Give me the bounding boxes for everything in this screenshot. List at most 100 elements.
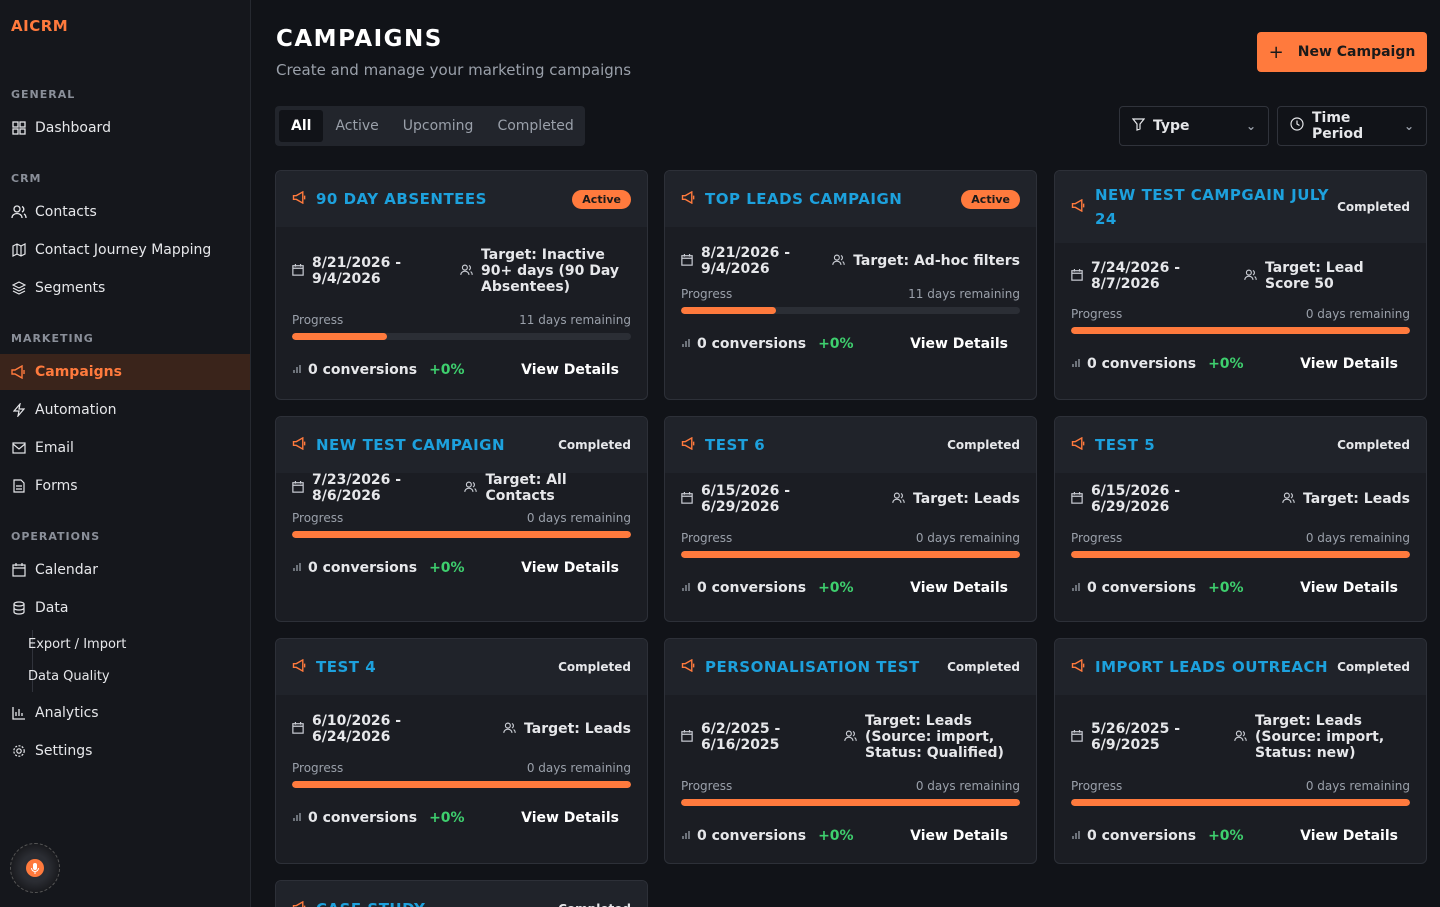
type-filter-label: Type — [1153, 118, 1190, 134]
date-range: 8/21/2026 -9/4/2026 — [292, 255, 401, 287]
campaign-title[interactable]: 90 DAY ABSENTEES — [316, 190, 487, 208]
progress-fill — [292, 333, 387, 340]
campaign-title[interactable]: NEW TEST CAMPAIGN — [316, 436, 506, 454]
brand-logo[interactable]: AICRM — [11, 17, 69, 35]
target-audience: Target: Ad-hoc filters — [832, 253, 1020, 269]
date-range: 6/2/2025 -6/16/2025 — [681, 721, 780, 753]
sidebar-item-journey[interactable]: Contact Journey Mapping — [0, 232, 250, 268]
voice-assistant-button[interactable] — [10, 843, 60, 893]
sidebar-item-data[interactable]: Data — [0, 590, 250, 626]
megaphone-icon — [292, 658, 308, 676]
progress-row: Progress 0 days remaining — [1055, 307, 1426, 321]
sidebar-item-settings[interactable]: Settings — [0, 733, 250, 769]
sidebar-item-segments[interactable]: Segments — [0, 270, 250, 306]
campaign-title[interactable]: NEW TEST CAMPGAIN JULY 24 — [1095, 186, 1329, 228]
microphone-icon — [26, 859, 44, 877]
days-remaining: 0 days remaining — [915, 531, 1020, 545]
card-footer: 0 conversions +0% View Details — [276, 810, 647, 826]
database-icon — [11, 600, 27, 616]
progress-label: Progress — [681, 287, 733, 301]
sidebar-item-forms[interactable]: Forms — [0, 468, 250, 504]
tab-active[interactable]: Active — [335, 118, 379, 134]
megaphone-icon — [1071, 436, 1087, 454]
campaign-title[interactable]: TEST 4 — [316, 658, 377, 676]
view-details-link[interactable]: View Details — [521, 362, 619, 378]
bar-chart-icon — [1071, 358, 1081, 371]
view-details-link[interactable]: View Details — [1300, 356, 1398, 372]
megaphone-icon — [681, 658, 697, 676]
time-period-dropdown[interactable]: Time Period ⌄ — [1277, 106, 1427, 146]
target-text: Target: Ad-hoc filters — [853, 253, 1020, 269]
sidebar-item-label: Campaigns — [35, 364, 122, 380]
sidebar-item-analytics[interactable]: Analytics — [0, 695, 250, 731]
date-range: 7/23/2026 - 8/6/2026 — [292, 472, 464, 504]
tab-completed[interactable]: Completed — [497, 118, 574, 134]
new-campaign-button[interactable]: + New Campaign — [1257, 32, 1427, 72]
campaign-title[interactable]: TOP LEADS CAMPAIGN — [705, 190, 903, 208]
conversions-count: 0 conversions — [308, 362, 418, 378]
type-filter-dropdown[interactable]: Type ⌄ — [1119, 106, 1269, 146]
campaign-card[interactable]: TEST 6 Completed 6/15/2026 -6/29/2026 Ta… — [664, 416, 1037, 622]
status-badge: Completed — [1337, 200, 1410, 214]
campaign-card[interactable]: TEST 5 Completed 6/15/2026 -6/29/2026 Ta… — [1054, 416, 1427, 622]
progress-row: Progress 11 days remaining — [665, 287, 1036, 301]
sidebar-item-calendar[interactable]: Calendar — [0, 552, 250, 588]
campaign-card[interactable]: TEST 4 Completed 6/10/2026 -6/24/2026 Ta… — [275, 638, 648, 864]
campaign-title[interactable]: IMPORT LEADS OUTREACH — [1095, 658, 1329, 676]
campaign-card[interactable]: CASE STUDY Completed Progress View Detai… — [275, 880, 648, 907]
view-details-link[interactable]: View Details — [521, 560, 619, 576]
progress-label: Progress — [292, 511, 344, 525]
target-audience: Target: Leads — [503, 721, 631, 737]
campaign-card[interactable]: 90 DAY ABSENTEES Active 8/21/2026 -9/4/2… — [275, 170, 648, 400]
megaphone-icon — [1071, 198, 1087, 216]
campaign-card[interactable]: PERSONALISATION TEST Completed 6/2/2025 … — [664, 638, 1037, 864]
sidebar-subitem-data-quality[interactable]: Data Quality — [28, 669, 110, 684]
progress-fill — [292, 531, 631, 538]
calendar-icon — [292, 721, 304, 737]
sidebar-item-email[interactable]: Email — [0, 430, 250, 466]
tab-upcoming[interactable]: Upcoming — [402, 118, 474, 134]
campaign-title[interactable]: TEST 6 — [705, 436, 766, 454]
date-text: 5/26/2025 -6/9/2025 — [1091, 721, 1181, 753]
users-icon — [832, 254, 845, 269]
sidebar-item-dashboard[interactable]: Dashboard — [0, 110, 250, 146]
campaign-card[interactable]: IMPORT LEADS OUTREACH Completed 5/26/202… — [1054, 638, 1427, 864]
days-remaining: 11 days remaining — [908, 287, 1020, 301]
view-details-link[interactable]: View Details — [910, 336, 1008, 352]
view-details-link[interactable]: View Details — [1300, 580, 1398, 596]
view-details-link[interactable]: View Details — [521, 810, 619, 826]
campaign-title[interactable]: PERSONALISATION TEST — [705, 658, 920, 676]
campaign-title[interactable]: TEST 5 — [1095, 436, 1156, 454]
conversion-change: +0% — [429, 810, 465, 826]
card-header: IMPORT LEADS OUTREACH Completed — [1055, 639, 1426, 695]
card-header: NEW TEST CAMPGAIN JULY 24 Completed — [1055, 171, 1426, 243]
sidebar-item-campaigns[interactable]: Campaigns — [0, 354, 250, 390]
card-header: TOP LEADS CAMPAIGN Active — [665, 171, 1036, 227]
campaign-card[interactable]: NEW TEST CAMPAIGN Completed 7/23/2026 - … — [275, 416, 648, 622]
sidebar-item-contacts[interactable]: Contacts — [0, 194, 250, 230]
section-general: GENERAL — [11, 88, 76, 101]
conversions-count: 0 conversions — [308, 810, 418, 826]
progress-row: Progress 0 days remaining — [276, 511, 647, 525]
users-icon — [11, 204, 27, 220]
plus-icon: + — [1268, 41, 1284, 63]
view-details-link[interactable]: View Details — [910, 580, 1008, 596]
tab-all[interactable]: All — [279, 110, 324, 142]
sidebar-item-automation[interactable]: Automation — [0, 392, 250, 428]
view-details-link[interactable]: View Details — [1300, 828, 1398, 844]
campaign-title[interactable]: CASE STUDY — [316, 897, 558, 907]
time-period-label: Time Period — [1312, 110, 1364, 142]
date-range: 6/15/2026 -6/29/2026 — [681, 483, 790, 515]
campaign-card[interactable]: NEW TEST CAMPGAIN JULY 24 Completed 7/24… — [1054, 170, 1427, 400]
status-badge: Completed — [558, 902, 631, 907]
bar-chart-icon — [292, 562, 302, 575]
campaign-info: 8/21/2026 -9/4/2026 Target: Inactive 90+… — [276, 237, 647, 305]
view-details-link[interactable]: View Details — [910, 828, 1008, 844]
date-text: 6/10/2026 -6/24/2026 — [312, 713, 402, 745]
sidebar-item-label: Automation — [35, 402, 117, 418]
sidebar-subitem-export-import[interactable]: Export / Import — [28, 637, 127, 652]
target-audience: Target: Leads (Source: import, Status: n… — [1234, 713, 1410, 761]
conversions-count: 0 conversions — [697, 336, 807, 352]
campaign-card[interactable]: TOP LEADS CAMPAIGN Active 8/21/2026 -9/4… — [664, 170, 1037, 400]
bar-chart-icon — [681, 582, 691, 595]
